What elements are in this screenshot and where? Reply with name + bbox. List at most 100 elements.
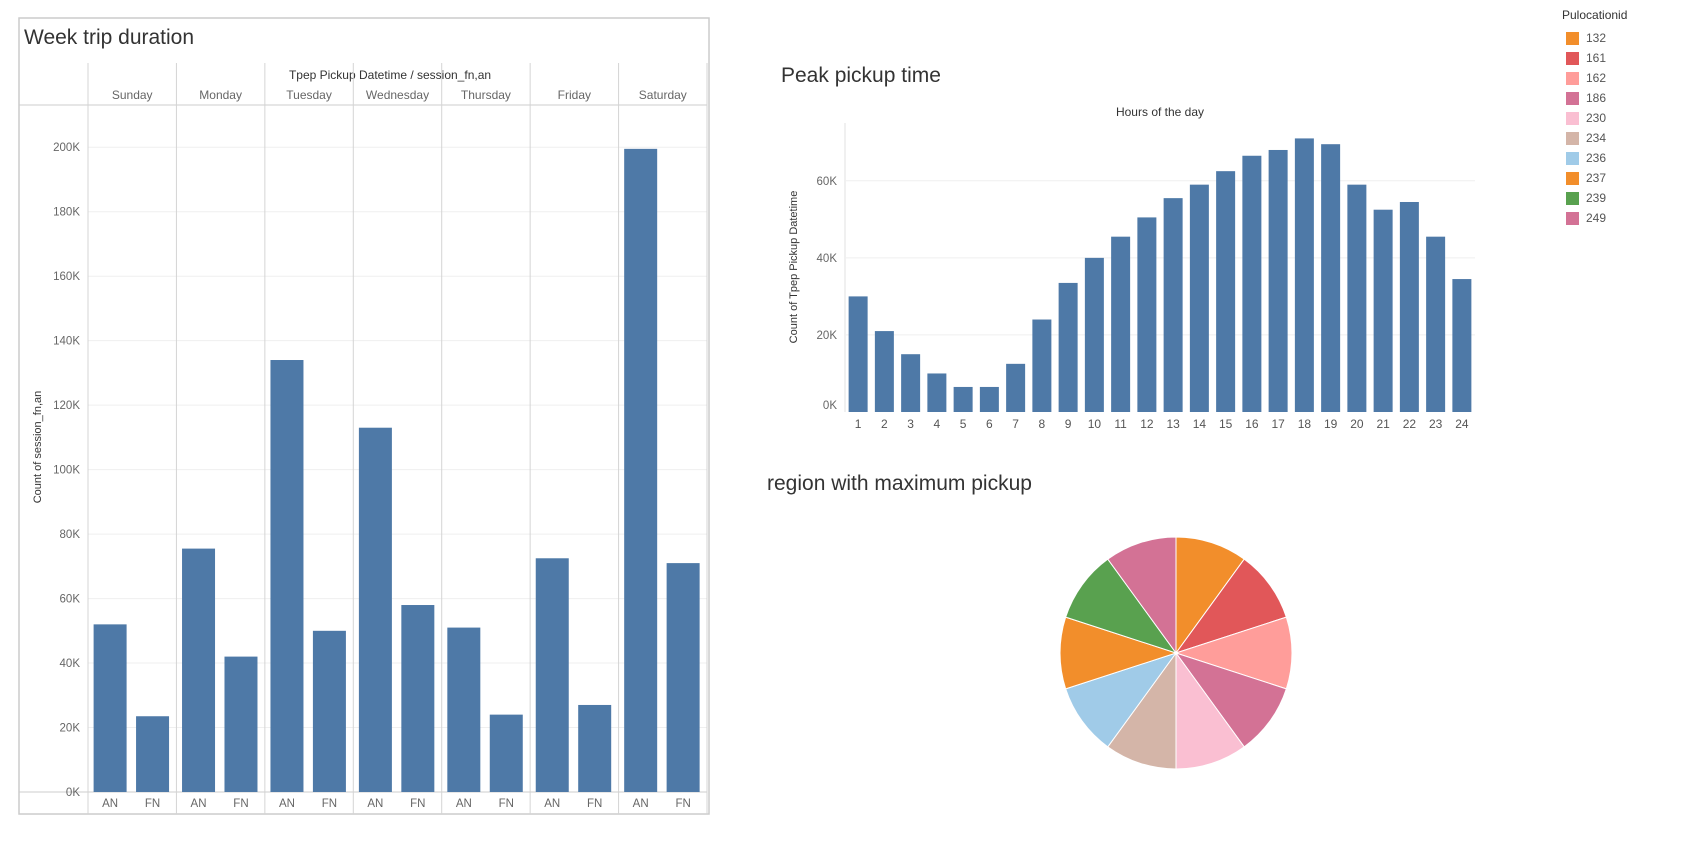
legend-item[interactable]: 234 [1562, 128, 1627, 148]
legend-item[interactable]: 230 [1562, 108, 1627, 128]
pie-slice [1059, 616, 1178, 690]
peak-bar [1268, 149, 1288, 412]
week-day-label: Thursday [461, 88, 511, 102]
week-bar [312, 630, 346, 792]
week-x-tick-label: AN [279, 798, 295, 810]
legend-item[interactable]: 239 [1562, 188, 1627, 208]
peak-y-tick-label: 60K [817, 176, 838, 188]
week-x-tick-label: AN [191, 798, 207, 810]
peak-bar [1006, 363, 1026, 412]
week-y-tick-label: 120K [53, 400, 80, 412]
legend-item[interactable]: 162 [1562, 68, 1627, 88]
week-x-tick-label: FN [675, 798, 690, 810]
legend-swatch [1566, 191, 1579, 205]
peak-y-tick-label: 40K [817, 253, 838, 265]
week-y-tick-label: 0K [66, 787, 80, 799]
legend-label: 236 [1586, 151, 1607, 165]
week-x-tick-label: FN [410, 798, 425, 810]
week-x-tick-label: AN [102, 798, 118, 810]
legend-item[interactable]: 237 [1562, 168, 1627, 188]
legend-label: 249 [1586, 211, 1607, 225]
legend-label: 132 [1586, 31, 1607, 45]
peak-bar [953, 386, 973, 412]
week-x-tick-label: FN [499, 798, 514, 810]
pie-slice [1175, 536, 1245, 655]
week-bar [136, 716, 170, 792]
week-day-label: Wednesday [366, 88, 429, 102]
peak-bar [1426, 236, 1446, 412]
legend-item[interactable]: 236 [1562, 148, 1627, 168]
peak-bar [1137, 217, 1157, 412]
legend-label: 186 [1586, 91, 1607, 105]
legend-swatch [1566, 91, 1579, 105]
week-bar [358, 427, 392, 792]
legend-swatch [1566, 111, 1579, 125]
week-bar [666, 563, 700, 792]
week-y-tick-label: 140K [53, 336, 80, 348]
legend-swatch [1566, 71, 1579, 85]
legend-swatch [1566, 31, 1579, 45]
peak-x-tick-label: 7 [1012, 417, 1019, 431]
week-y-tick-label: 160K [53, 271, 80, 283]
legend-swatch [1566, 51, 1579, 65]
peak-bar [1242, 155, 1262, 412]
peak-bar [1452, 279, 1472, 412]
pie-slice [1174, 652, 1287, 748]
week-bar [401, 605, 435, 792]
peak-x-tick-label: 15 [1219, 417, 1233, 431]
week-bar [93, 624, 127, 792]
peak-bar [1084, 257, 1104, 412]
week-x-tick-label: AN [633, 798, 649, 810]
peak-pickup-time-chart: Hours of the day Count of Tpep Pickup Dat… [788, 105, 1475, 431]
peak-x-tick-label: 14 [1193, 417, 1207, 431]
peak-bar [1189, 184, 1209, 412]
peak-bar [1111, 236, 1131, 412]
week-bar [489, 714, 523, 792]
peak-bar [1321, 144, 1341, 412]
legend-title: Pulocationid [1562, 8, 1628, 22]
week-bar [578, 704, 612, 792]
week-day-label: Tuesday [286, 88, 332, 102]
peak-bar [927, 373, 947, 412]
week-x-tick-label: FN [587, 798, 602, 810]
peak-y-tick-label: 0K [823, 400, 837, 412]
peak-bar [979, 386, 999, 412]
peak-bar [1399, 201, 1419, 412]
legend-label: 239 [1586, 191, 1607, 205]
peak-x-tick-label: 4 [934, 417, 941, 431]
peak-bar [1373, 209, 1393, 412]
week-y-tick-label: 180K [53, 207, 80, 219]
week-x-tick-label: AN [456, 798, 472, 810]
peak-x-tick-label: 17 [1271, 417, 1285, 431]
pie-legend: Pulocationid 132 161 162 186 230 234 236 237 239… [1562, 8, 1627, 228]
week-chart-title: Week trip duration [24, 26, 195, 49]
peak-y-tick-label: 20K [817, 330, 838, 342]
week-y-tick-label: 80K [60, 529, 81, 541]
legend-label: 234 [1586, 131, 1607, 145]
week-panel-border [18, 17, 710, 815]
peak-x-tick-label: 6 [986, 417, 993, 431]
legend-swatch [1566, 151, 1579, 165]
legend-item[interactable]: 186 [1562, 88, 1627, 108]
legend-swatch [1566, 171, 1579, 185]
legend-label: 162 [1586, 71, 1607, 85]
week-bar [224, 656, 258, 792]
peak-x-tick-label: 12 [1140, 417, 1154, 431]
legend-item[interactable]: 132 [1562, 28, 1627, 48]
week-day-label: Friday [558, 88, 591, 102]
week-x-tick-label: FN [145, 798, 160, 810]
peak-x-tick-label: 10 [1088, 417, 1102, 431]
legend-items: 132 161 162 186 230 234 236 237 239 249 [1562, 28, 1627, 228]
week-y-axis-label: Count of session_fn,an [32, 391, 44, 504]
week-y-tick-label: 60K [60, 594, 81, 606]
week-bar [447, 627, 481, 792]
peak-y-axis-label: Count of Tpep Pickup Datetime [788, 191, 800, 344]
peak-x-tick-label: 19 [1324, 417, 1338, 431]
week-x-tick-label: AN [367, 798, 383, 810]
legend-item[interactable]: 161 [1562, 48, 1627, 68]
peak-x-tick-label: 2 [881, 417, 888, 431]
peak-bar [1163, 198, 1183, 412]
peak-x-tick-label: 24 [1455, 417, 1469, 431]
week-x-tick-label: FN [322, 798, 337, 810]
legend-item[interactable]: 249 [1562, 208, 1627, 228]
